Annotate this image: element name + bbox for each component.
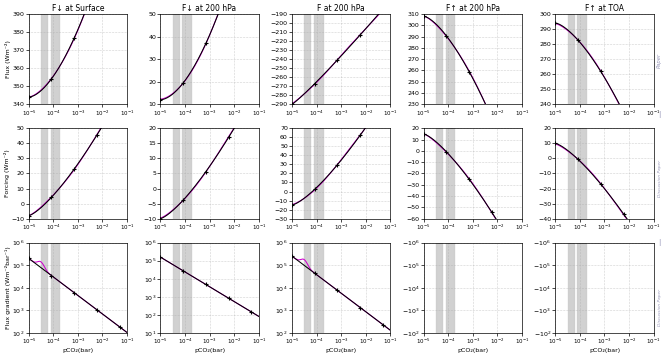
Bar: [182, 243, 191, 333]
Bar: [305, 243, 311, 333]
Bar: [567, 243, 574, 333]
Bar: [51, 14, 59, 104]
Bar: [567, 128, 574, 218]
Bar: [577, 14, 586, 104]
Bar: [173, 14, 179, 104]
Bar: [41, 243, 47, 333]
X-axis label: pCO₂(bar): pCO₂(bar): [194, 348, 225, 353]
Title: F↓ at 200 hPa: F↓ at 200 hPa: [182, 4, 237, 13]
Title: F↑ at 200 hPa: F↑ at 200 hPa: [446, 4, 500, 13]
Y-axis label: Flux (Wm⁻²): Flux (Wm⁻²): [5, 40, 11, 78]
Bar: [182, 14, 191, 104]
Bar: [41, 128, 47, 218]
Bar: [314, 14, 323, 104]
Text: Discussion Paper: Discussion Paper: [658, 288, 662, 326]
Bar: [51, 128, 59, 218]
Bar: [173, 243, 179, 333]
X-axis label: pCO₂(bar): pCO₂(bar): [63, 348, 94, 353]
Y-axis label: Forcing (Wm⁻²): Forcing (Wm⁻²): [4, 150, 10, 197]
Bar: [314, 128, 323, 218]
Bar: [567, 14, 574, 104]
Bar: [51, 243, 59, 333]
Bar: [446, 243, 454, 333]
Bar: [182, 128, 191, 218]
Title: F↓ at Surface: F↓ at Surface: [52, 4, 104, 13]
Bar: [577, 243, 586, 333]
Title: F↑ at TOA: F↑ at TOA: [585, 4, 624, 13]
Bar: [305, 128, 311, 218]
X-axis label: pCO₂(bar): pCO₂(bar): [326, 348, 356, 353]
X-axis label: pCO₂(bar): pCO₂(bar): [589, 348, 620, 353]
Bar: [436, 14, 442, 104]
Bar: [436, 243, 442, 333]
Bar: [446, 128, 454, 218]
Y-axis label: Flux gradient (Wm⁻²bar⁻¹): Flux gradient (Wm⁻²bar⁻¹): [5, 246, 11, 329]
X-axis label: pCO₂(bar): pCO₂(bar): [458, 348, 488, 353]
Text: Paper: Paper: [657, 53, 662, 68]
Bar: [436, 128, 442, 218]
Bar: [314, 243, 323, 333]
Text: |: |: [658, 111, 661, 118]
Text: Discussion Paper: Discussion Paper: [658, 160, 662, 197]
Bar: [577, 128, 586, 218]
Bar: [173, 128, 179, 218]
Text: |: |: [658, 239, 661, 246]
Bar: [305, 14, 311, 104]
Bar: [446, 14, 454, 104]
Title: F at 200 hPa: F at 200 hPa: [317, 4, 365, 13]
Bar: [41, 14, 47, 104]
